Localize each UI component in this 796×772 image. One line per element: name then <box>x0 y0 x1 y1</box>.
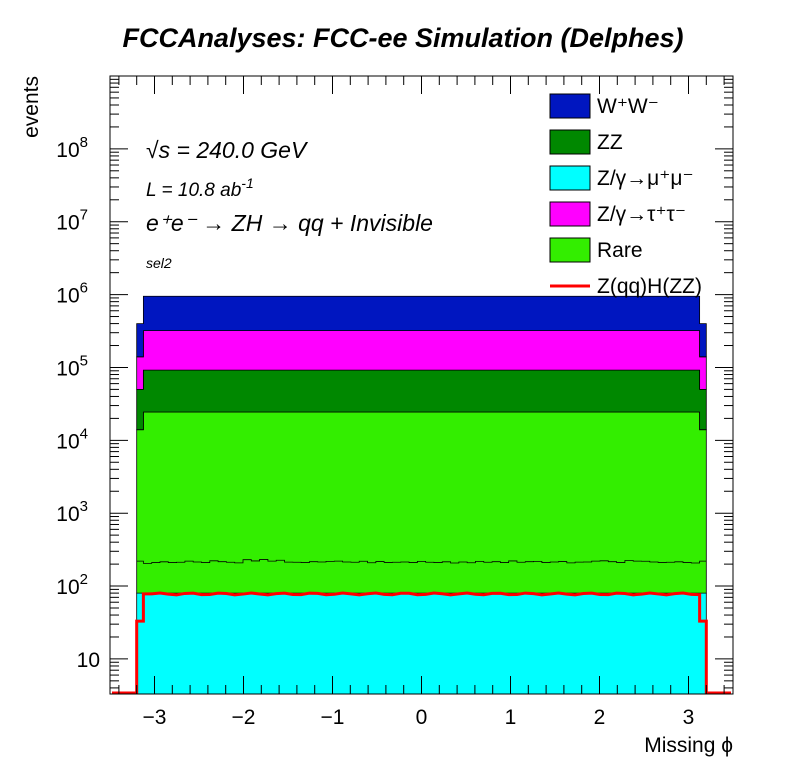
y-tick-label: 104 <box>56 425 88 453</box>
legend-swatch <box>549 201 591 227</box>
y-tick-label: 10 <box>77 649 100 672</box>
x-tick-label: 2 <box>594 706 606 729</box>
x-tick-label: −2 <box>232 706 256 729</box>
y-tick-exponent: 4 <box>80 425 88 442</box>
y-tick-exponent: 3 <box>80 498 88 515</box>
y-tick-exponent: 8 <box>80 134 88 151</box>
stack-layer-WW <box>136 295 707 358</box>
x-tick-label: −1 <box>321 706 345 729</box>
signal-line <box>112 591 731 695</box>
y-tick-base: 10 <box>56 576 79 599</box>
chart-title: FCCAnalyses: FCC-ee Simulation (Delphes) <box>122 23 683 53</box>
legend-label: Z/γ→μ⁺μ⁻ <box>597 167 694 190</box>
legend-swatch <box>549 165 591 191</box>
y-tick-exponent: 7 <box>80 207 88 224</box>
y-tick-base: 10 <box>56 357 79 380</box>
y-tick-base: 10 <box>56 503 79 526</box>
y-tick-exponent: 2 <box>80 571 88 588</box>
stack-layer-Rare <box>136 411 707 594</box>
annotations: √s = 240.0 GeV L = 10.8 ab-1 e⁺e⁻ → ZH →… <box>146 137 433 271</box>
x-axis-label: Missing ϕ <box>644 734 733 757</box>
y-tick-base: 10 <box>56 212 79 235</box>
x-tick-label: 3 <box>683 706 695 729</box>
legend-label: ZZ <box>597 131 623 154</box>
y-tick-label: 105 <box>56 352 88 380</box>
y-tick-base: 10 <box>77 649 100 672</box>
legend: W⁺W⁻ ZZ Z/γ→μ⁺μ⁻ Z/γ→τ⁺τ⁻ Rare Z(qq)H(ZZ) <box>549 93 702 298</box>
rare-top-line <box>136 559 707 564</box>
selection-annotation: sel2 <box>146 255 172 271</box>
y-tick-label: 107 <box>56 207 88 235</box>
legend-swatch <box>549 129 591 155</box>
process-annotation: e⁺e⁻ → ZH → qq + Invisible <box>146 210 433 236</box>
x-axis: −3 −2 −1 0 1 2 3 <box>118 76 725 729</box>
y-tick-label: 108 <box>56 134 88 162</box>
lumi-prefix: L = 10.8 ab <box>146 180 241 201</box>
y-tick-exponent: 6 <box>80 280 88 297</box>
y-tick-label: 103 <box>56 498 88 526</box>
x-tick-label: −3 <box>143 706 167 729</box>
y-tick-base: 10 <box>56 139 79 162</box>
y-axis-label: events <box>20 76 43 138</box>
legend-swatch <box>549 237 591 263</box>
lumi-annotation: L = 10.8 ab-1 <box>146 175 254 201</box>
legend-label: Z(qq)H(ZZ) <box>597 275 702 298</box>
legend-label: Z/γ→τ⁺τ⁻ <box>597 203 686 226</box>
lumi-exponent: -1 <box>241 175 253 191</box>
x-tick-label: 1 <box>505 706 517 729</box>
plot-area <box>136 295 707 695</box>
legend-swatch <box>549 93 591 119</box>
y-tick-label: 102 <box>56 571 88 599</box>
legend-label: W⁺W⁻ <box>597 95 659 118</box>
y-tick-exponent: 5 <box>80 352 88 369</box>
series-lines <box>112 559 731 695</box>
y-tick-label: 106 <box>56 280 88 308</box>
y-tick-base: 10 <box>56 430 79 453</box>
legend-label: Rare <box>597 239 643 262</box>
energy-annotation: √s = 240.0 GeV <box>146 137 309 163</box>
x-tick-label: 0 <box>416 706 428 729</box>
y-tick-base: 10 <box>56 285 79 308</box>
